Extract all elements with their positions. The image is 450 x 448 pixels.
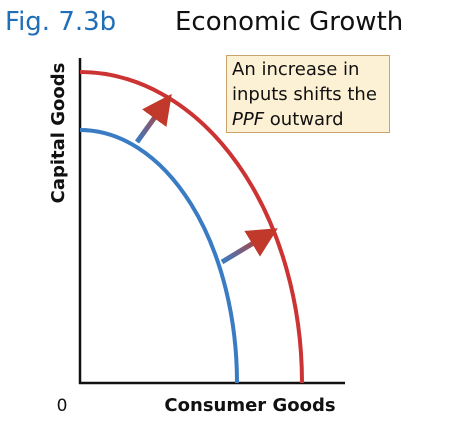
- annotation-line: PPF outward: [232, 107, 384, 132]
- figure-title: Economic Growth: [175, 7, 403, 37]
- shift-arrow: [134, 93, 172, 144]
- figure-label: Fig. 7.3b: [5, 7, 116, 37]
- shift-arrow: [220, 228, 278, 265]
- annotation-line: An increase in: [232, 59, 360, 80]
- ppf-shifted: [79, 70, 304, 384]
- annotation-line: inputs shifts the: [232, 84, 377, 105]
- annotation: An increase in inputs shifts the PPF out…: [226, 55, 390, 133]
- annotation-tail: outward: [269, 109, 344, 130]
- origin-label: 0: [57, 396, 68, 416]
- ppf-original: [79, 128, 239, 384]
- y-axis-label: Capital Goods: [48, 63, 69, 204]
- annotation-emphasis: PPF: [232, 109, 265, 130]
- x-axis-label: Consumer Goods: [164, 395, 335, 416]
